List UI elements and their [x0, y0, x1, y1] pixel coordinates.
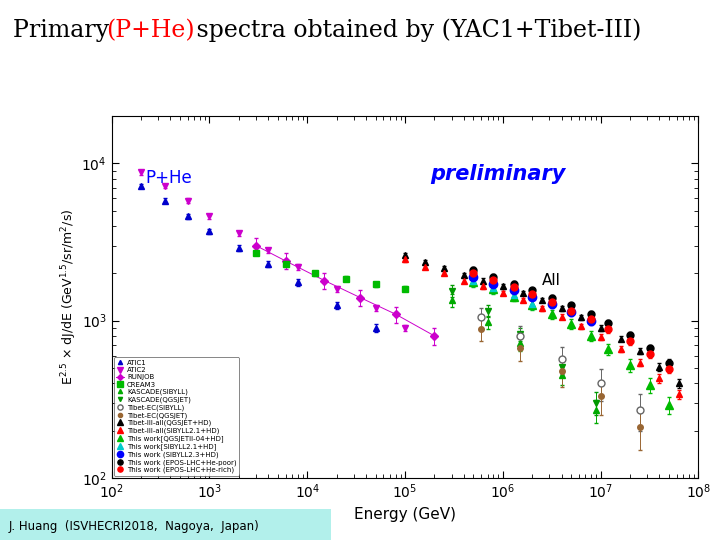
Legend: ATIC1, ATIC2, RUNJOB, CREAM3, KASCADE(SIBYLL), KASCADE(QGSJET), Tibet-EC(SIBYLL): ATIC1, ATIC2, RUNJOB, CREAM3, KASCADE(SI… [114, 357, 239, 476]
Text: P+He: P+He [145, 169, 192, 187]
Y-axis label: E$^{2.5}$ $\times$ dJ/dE (GeV$^{1.5}$/sr/m$^{2}$/s): E$^{2.5}$ $\times$ dJ/dE (GeV$^{1.5}$/sr… [59, 209, 78, 385]
X-axis label: Energy (GeV): Energy (GeV) [354, 507, 456, 522]
Text: preliminary: preliminary [430, 164, 565, 184]
Text: Primary: Primary [13, 19, 117, 42]
Text: J. Huang  (ISVHECRI2018,  Nagoya,  Japan): J. Huang (ISVHECRI2018, Nagoya, Japan) [9, 521, 259, 534]
Text: All: All [541, 273, 561, 288]
Text: (P+He): (P+He) [107, 19, 195, 42]
Text: spectra obtained by (YAC1+Tibet-III): spectra obtained by (YAC1+Tibet-III) [189, 19, 641, 43]
